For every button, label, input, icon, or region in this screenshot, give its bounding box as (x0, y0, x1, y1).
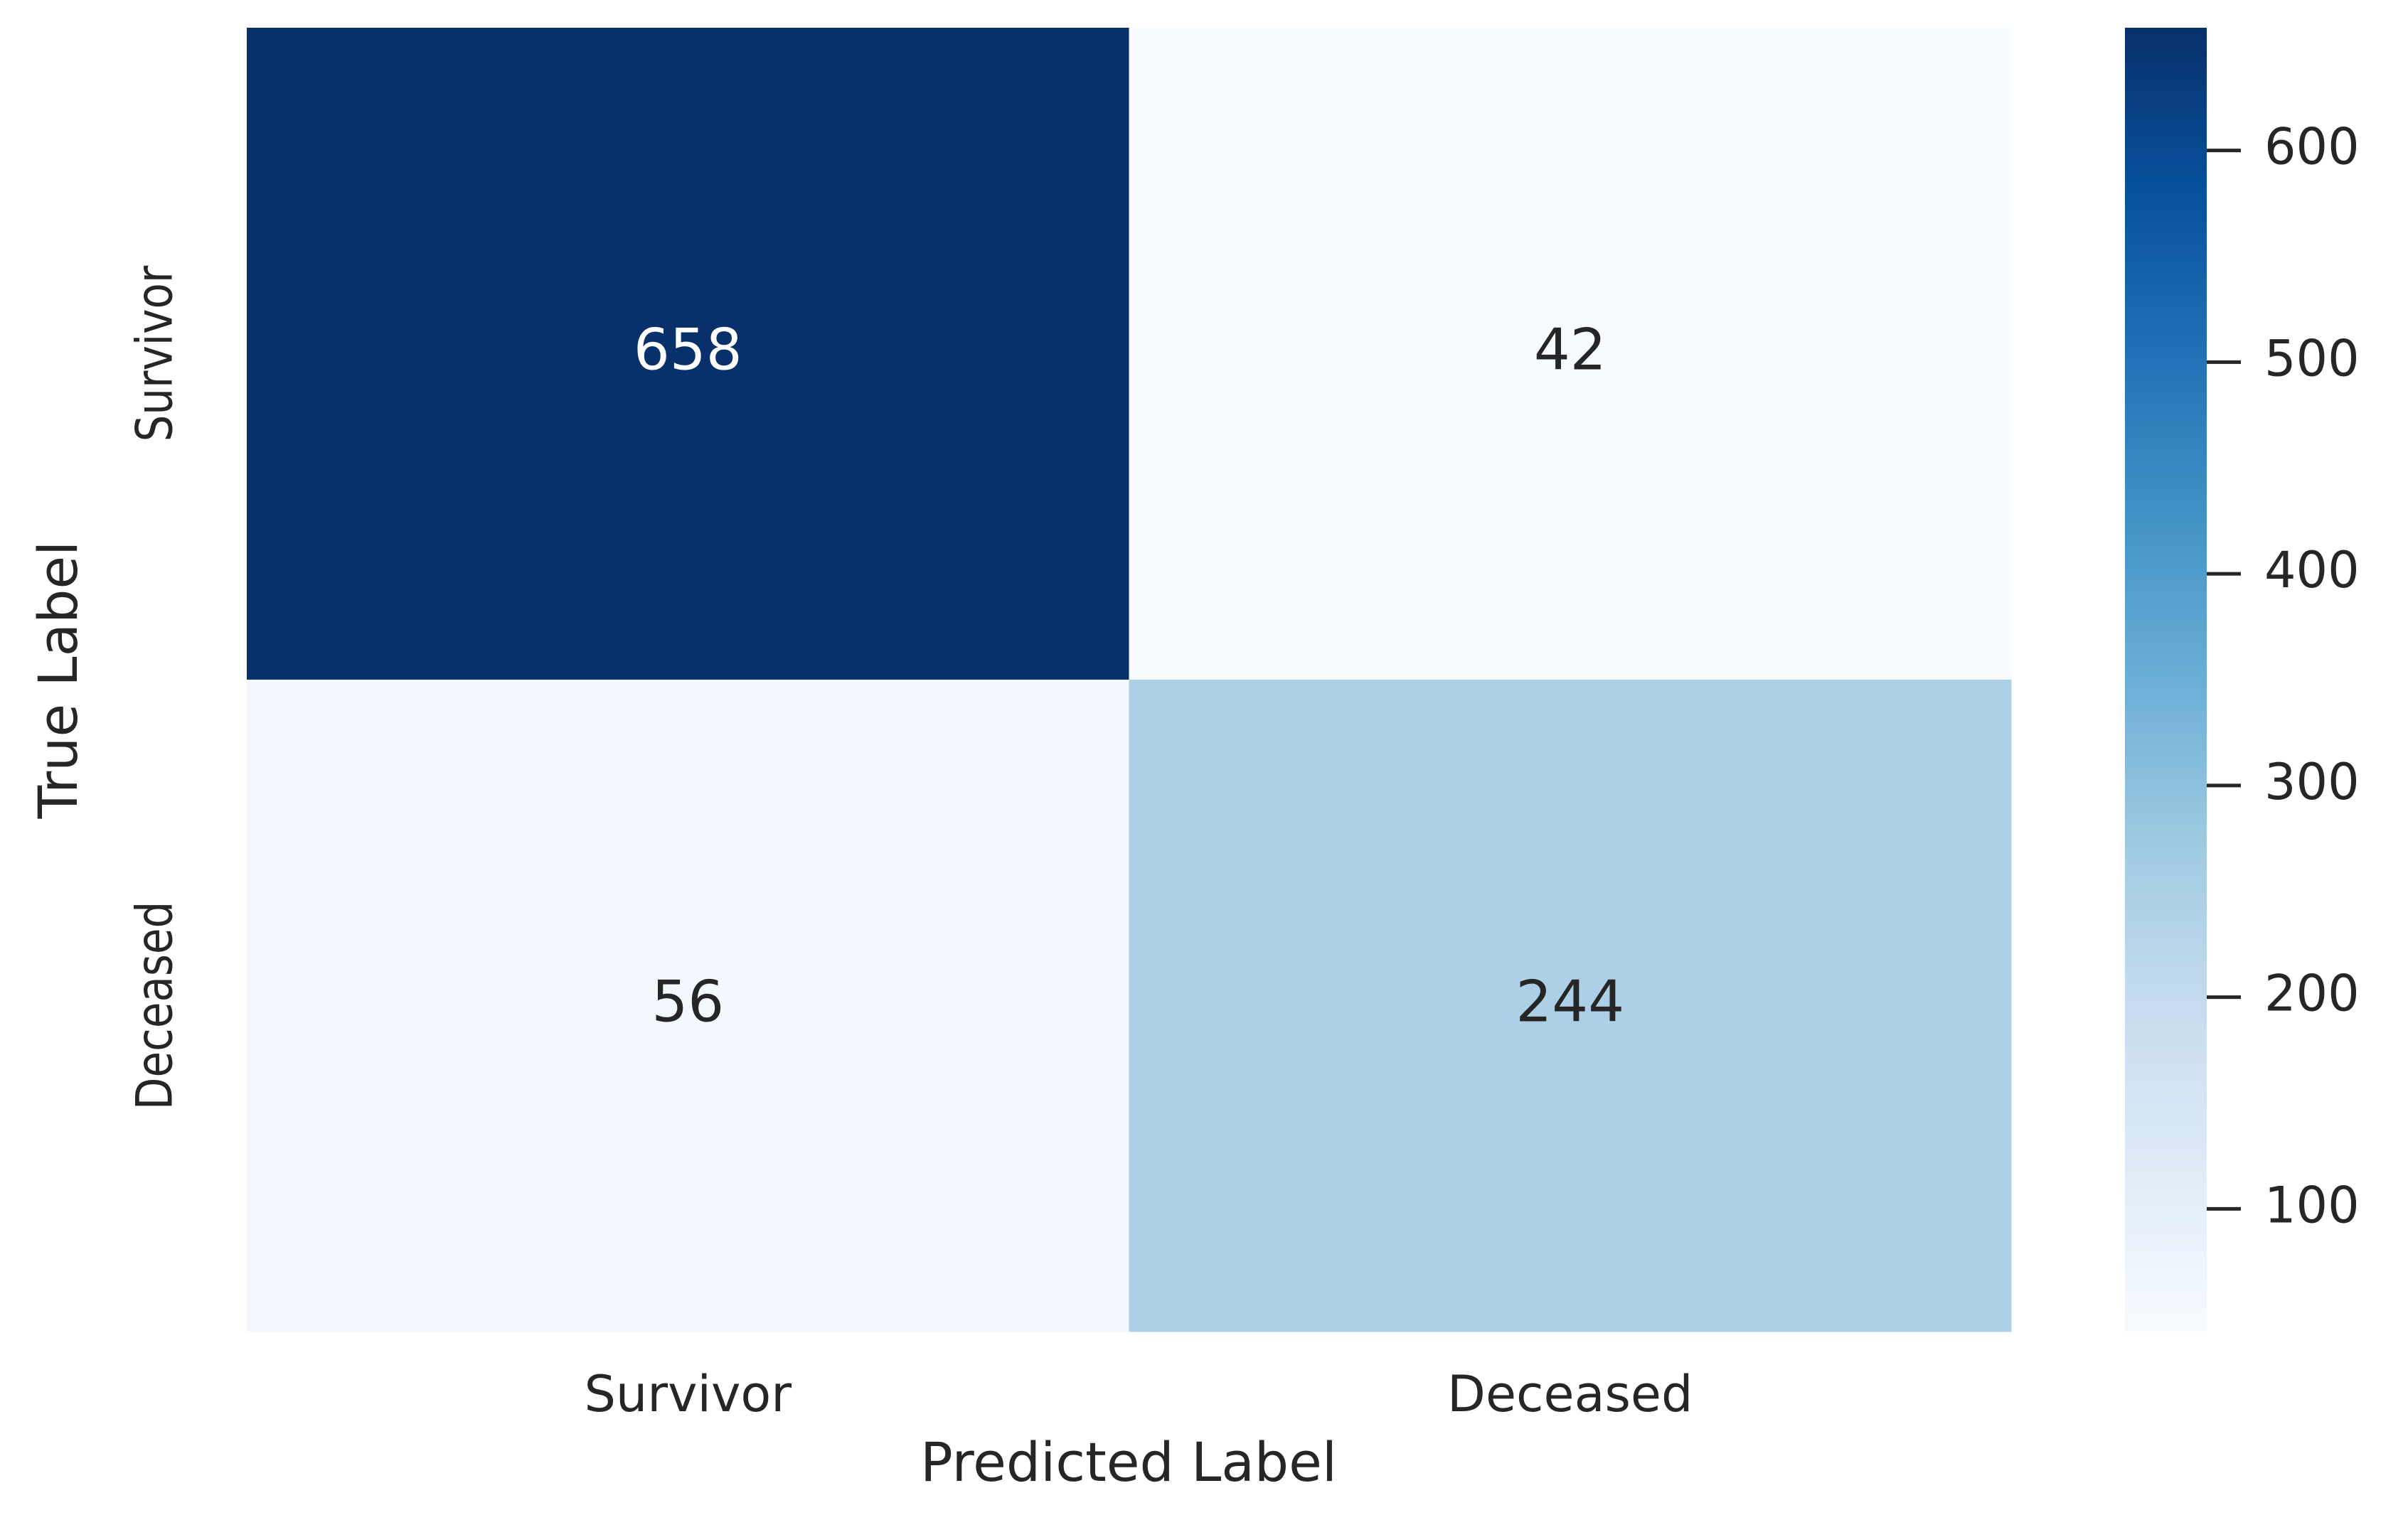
y-axis-label: True Label (26, 541, 90, 820)
heatmap-cell (247, 28, 1129, 680)
heatmap-cell (1129, 680, 2012, 1332)
y-tick-label: Deceased (127, 901, 184, 1110)
x-tick-label: Survivor (585, 1365, 792, 1423)
colorbar-tick-label: 600 (2264, 118, 2360, 176)
heatmap-cell (1129, 28, 2012, 680)
colorbar-tick-label: 200 (2264, 965, 2360, 1023)
y-tick-label: Survivor (127, 265, 184, 441)
colorbar-tick-label: 100 (2264, 1176, 2360, 1234)
cell-label: 658 (634, 316, 742, 382)
x-tick-label: Deceased (1447, 1365, 1693, 1423)
heatmap-cell (247, 680, 1129, 1332)
colorbar-tick-label: 300 (2264, 753, 2360, 811)
colorbar-tick-label: 400 (2264, 541, 2360, 599)
cell-label: 56 (651, 968, 724, 1034)
x-axis-label: Predicted Label (920, 1430, 1337, 1494)
cell-label: 244 (1515, 968, 1624, 1034)
colorbar-tick-label: 500 (2264, 329, 2360, 387)
colorbar (2125, 28, 2207, 1332)
cell-label: 42 (1534, 316, 1607, 382)
